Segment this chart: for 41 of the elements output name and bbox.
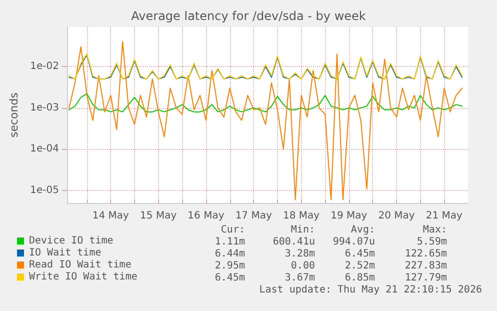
x-tick-label: 15 May [140, 210, 177, 222]
text: 6.45m [214, 272, 245, 284]
text: 1.11m [214, 236, 245, 248]
text: 227.83m [404, 260, 447, 272]
text: Cur: [220, 224, 245, 236]
line-series [68, 41, 463, 200]
text: 122.65m [404, 248, 447, 260]
text: 0.00 [290, 260, 315, 272]
x-tick-label: 14 May [92, 210, 130, 222]
text: 6.45m [344, 248, 375, 260]
y-tick-label: 1e-03 [30, 102, 59, 114]
legend-label: Device IO time [29, 236, 114, 246]
text: Last update: Thu May 21 22:10:15 2026 [259, 284, 482, 296]
legend-label: Read IO Wait time [29, 260, 132, 270]
y-tick-label: 1e-04 [30, 144, 59, 155]
text: 3.28m [284, 248, 315, 260]
text: 5.59m [416, 236, 447, 248]
text: 127.79m [404, 272, 447, 284]
text: Avg: [350, 224, 375, 236]
legend-label: Write IO Wait time [29, 272, 138, 282]
x-tick-label: 17 May [235, 210, 272, 222]
x-tick-label: 16 May [188, 210, 224, 222]
text: Max: [422, 224, 447, 236]
line-series [68, 93, 463, 112]
x-tick-label: 19 May [330, 210, 368, 222]
text: Min: [290, 224, 315, 236]
text: 2.52m [344, 260, 375, 272]
y-tick-label: 1e-05 [30, 185, 59, 196]
text: 3.67m [284, 272, 315, 284]
y-axis-title: seconds [7, 92, 20, 138]
text: 994.07u [332, 236, 375, 248]
text: 600.41u [272, 236, 315, 248]
chart-title: Average latency for /dev/sda - by week [131, 9, 366, 23]
legend-label: IO Wait time [29, 248, 102, 258]
text: 6.85m [344, 272, 375, 284]
y-tick-label: 1e-02 [30, 60, 59, 72]
x-tick-label: 20 May [378, 210, 415, 222]
x-tick-label: 21 May [426, 210, 463, 222]
text: 2.95m [214, 260, 245, 272]
x-tick-label: 18 May [282, 210, 320, 222]
text: 6.44m [214, 248, 245, 260]
